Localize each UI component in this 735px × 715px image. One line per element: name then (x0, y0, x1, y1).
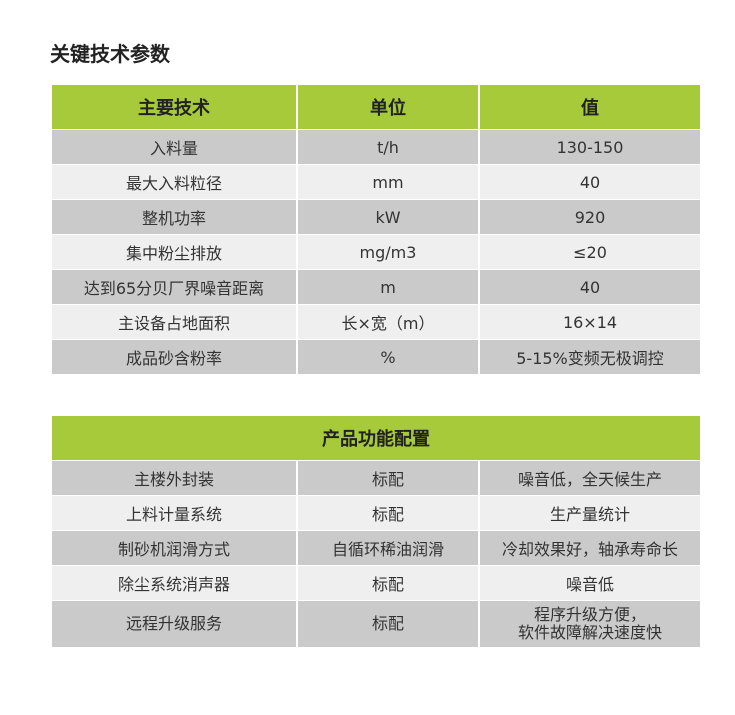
table-row: 入料量 t/h 130-150 (52, 130, 700, 164)
table-row: 远程升级服务 标配 程序升级方便， 软件故障解决速度快 (52, 601, 700, 647)
table-cell: 标配 (298, 496, 478, 530)
table-cell: 40 (480, 165, 700, 199)
table-cell: 长×宽（m） (298, 305, 478, 339)
table-cell: 程序升级方便， 软件故障解决速度快 (480, 601, 700, 647)
table-cell: 达到65分贝厂界噪音距离 (52, 270, 296, 304)
table-cell: kW (298, 200, 478, 234)
header-cell: 单位 (298, 85, 478, 129)
table-cell: ≤20 (480, 235, 700, 269)
table-cell: 成品砂含粉率 (52, 340, 296, 374)
table-row: 整机功率 kW 920 (52, 200, 700, 234)
table-cell: 集中粉尘排放 (52, 235, 296, 269)
table-row: 主设备占地面积 长×宽（m） 16×14 (52, 305, 700, 339)
table-cell: mg/m3 (298, 235, 478, 269)
tech-params-table: 主要技术 单位 值 入料量 t/h 130-150 最大入料粒径 mm 40 整机功率 kW 9… (50, 84, 702, 375)
table-cell: 噪音低 (480, 566, 700, 600)
table-cell: 整机功率 (52, 200, 296, 234)
table-header: 产品功能配置 (52, 416, 700, 460)
cell-line: 程序升级方便， (533, 605, 646, 624)
page-title: 关键技术参数 (50, 42, 170, 66)
table-cell: 标配 (298, 566, 478, 600)
table-cell: 远程升级服务 (52, 601, 296, 647)
table-cell: t/h (298, 130, 478, 164)
table-cell: 40 (480, 270, 700, 304)
table-row: 除尘系统消声器 标配 噪音低 (52, 566, 700, 600)
table-cell: 920 (480, 200, 700, 234)
table-cell: 上料计量系统 (52, 496, 296, 530)
table-row: 最大入料粒径 mm 40 (52, 165, 700, 199)
table-cell: 除尘系统消声器 (52, 566, 296, 600)
table-cell: 最大入料粒径 (52, 165, 296, 199)
header-cell: 产品功能配置 (52, 416, 700, 460)
table-cell: 主设备占地面积 (52, 305, 296, 339)
table-cell: 噪音低，全天候生产 (480, 461, 700, 495)
table-cell: 130-150 (480, 130, 700, 164)
table-row: 制砂机润滑方式 自循环稀油润滑 冷却效果好，轴承寿命长 (52, 531, 700, 565)
table-row: 主楼外封装 标配 噪音低，全天候生产 (52, 461, 700, 495)
table-cell: 生产量统计 (480, 496, 700, 530)
cell-line: 软件故障解决速度快 (517, 623, 662, 642)
table-cell: 16×14 (480, 305, 700, 339)
header-cell: 值 (480, 85, 700, 129)
table-cell: 5-15%变频无极调控 (480, 340, 700, 374)
table-cell: 自循环稀油润滑 (298, 531, 478, 565)
table-cell: 主楼外封装 (52, 461, 296, 495)
table-row: 达到65分贝厂界噪音距离 m 40 (52, 270, 700, 304)
table-row: 集中粉尘排放 mg/m3 ≤20 (52, 235, 700, 269)
table-row: 上料计量系统 标配 生产量统计 (52, 496, 700, 530)
table-cell: m (298, 270, 478, 304)
table-cell: 标配 (298, 461, 478, 495)
table-header: 主要技术 单位 值 (52, 85, 700, 129)
table-cell: 冷却效果好，轴承寿命长 (480, 531, 700, 565)
table-cell: 制砂机润滑方式 (52, 531, 296, 565)
header-cell: 主要技术 (52, 85, 296, 129)
table-cell: % (298, 340, 478, 374)
table-cell: 入料量 (52, 130, 296, 164)
table-row: 成品砂含粉率% 5-15%变频无极调控 (52, 340, 700, 374)
table-cell: mm (298, 165, 478, 199)
product-config-table: 产品功能配置 主楼外封装 标配 噪音低，全天候生产 上料计量系统 标配 生产量统计 制砂机润… (50, 415, 702, 648)
table-cell: 标配 (298, 601, 478, 647)
